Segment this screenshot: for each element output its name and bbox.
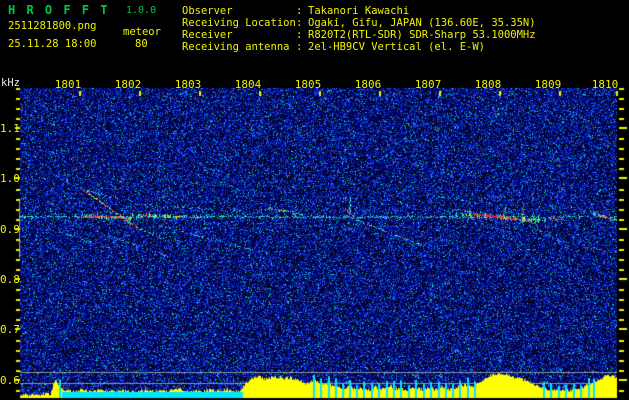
freq-tick-label: 0.9 — [0, 223, 20, 236]
gain-value: 80 — [135, 38, 148, 50]
time-tick-label: 1810 — [591, 78, 619, 91]
time-tick-label: 1806 — [354, 78, 382, 91]
info-value: R820T2(RTL-SDR) SDR-Sharp 53.1000MHz — [308, 29, 536, 41]
freq-tick-label: 0.8 — [0, 273, 20, 286]
freq-unit-label: kHz — [1, 77, 20, 89]
mode-label: meteor — [123, 26, 161, 38]
info-value: Ogaki, Gifu, JAPAN (136.60E, 35.35N) — [308, 17, 536, 29]
time-tick-label: 1804 — [234, 78, 262, 91]
time-tick-label: 1808 — [474, 78, 502, 91]
info-label: Observer — [182, 5, 233, 17]
info-label: Receiving antenna — [182, 41, 290, 53]
app-version: 1.0.0 — [126, 5, 157, 16]
time-tick-label: 1803 — [174, 78, 202, 91]
info-colon: : — [296, 29, 303, 41]
time-tick-label: 1805 — [294, 78, 322, 91]
info-row-antenna: Receiving antenna:2el-HB9CV Vertical (el… — [182, 41, 536, 53]
station-info: Observer: Takanori Kawachi Receiving Loca… — [182, 5, 536, 53]
datetime-label: 25.11.28 18:00 — [8, 38, 97, 50]
info-value: Takanori Kawachi — [308, 5, 410, 17]
info-row-receiver: Receiver: R820T2(RTL-SDR) SDR-Sharp 53.10… — [182, 29, 536, 41]
time-tick-label: 1807 — [414, 78, 442, 91]
info-row-observer: Observer: Takanori Kawachi — [182, 5, 536, 17]
freq-tick-label: 0.7 — [0, 323, 20, 336]
info-colon: : — [296, 41, 303, 53]
output-filename: 2511281800.png — [8, 20, 97, 32]
app-title: H R O F F T — [8, 3, 110, 17]
info-label: Receiver — [182, 29, 233, 41]
info-value: 2el-HB9CV Vertical (el. E-W) — [308, 41, 486, 53]
info-row-location: Receiving Location: Ogaki, Gifu, JAPAN (1… — [182, 17, 536, 29]
time-tick-label: 1809 — [534, 78, 562, 91]
info-colon: : — [296, 17, 303, 29]
time-tick-label: 1802 — [114, 78, 142, 91]
freq-tick-label: 1.1 — [0, 122, 20, 135]
info-label: Receiving Location — [182, 17, 296, 29]
freq-tick-label: 0.6 — [0, 374, 20, 387]
info-colon: : — [296, 5, 303, 17]
time-tick-label: 1801 — [54, 78, 82, 91]
freq-tick-label: 1.0 — [0, 172, 20, 185]
